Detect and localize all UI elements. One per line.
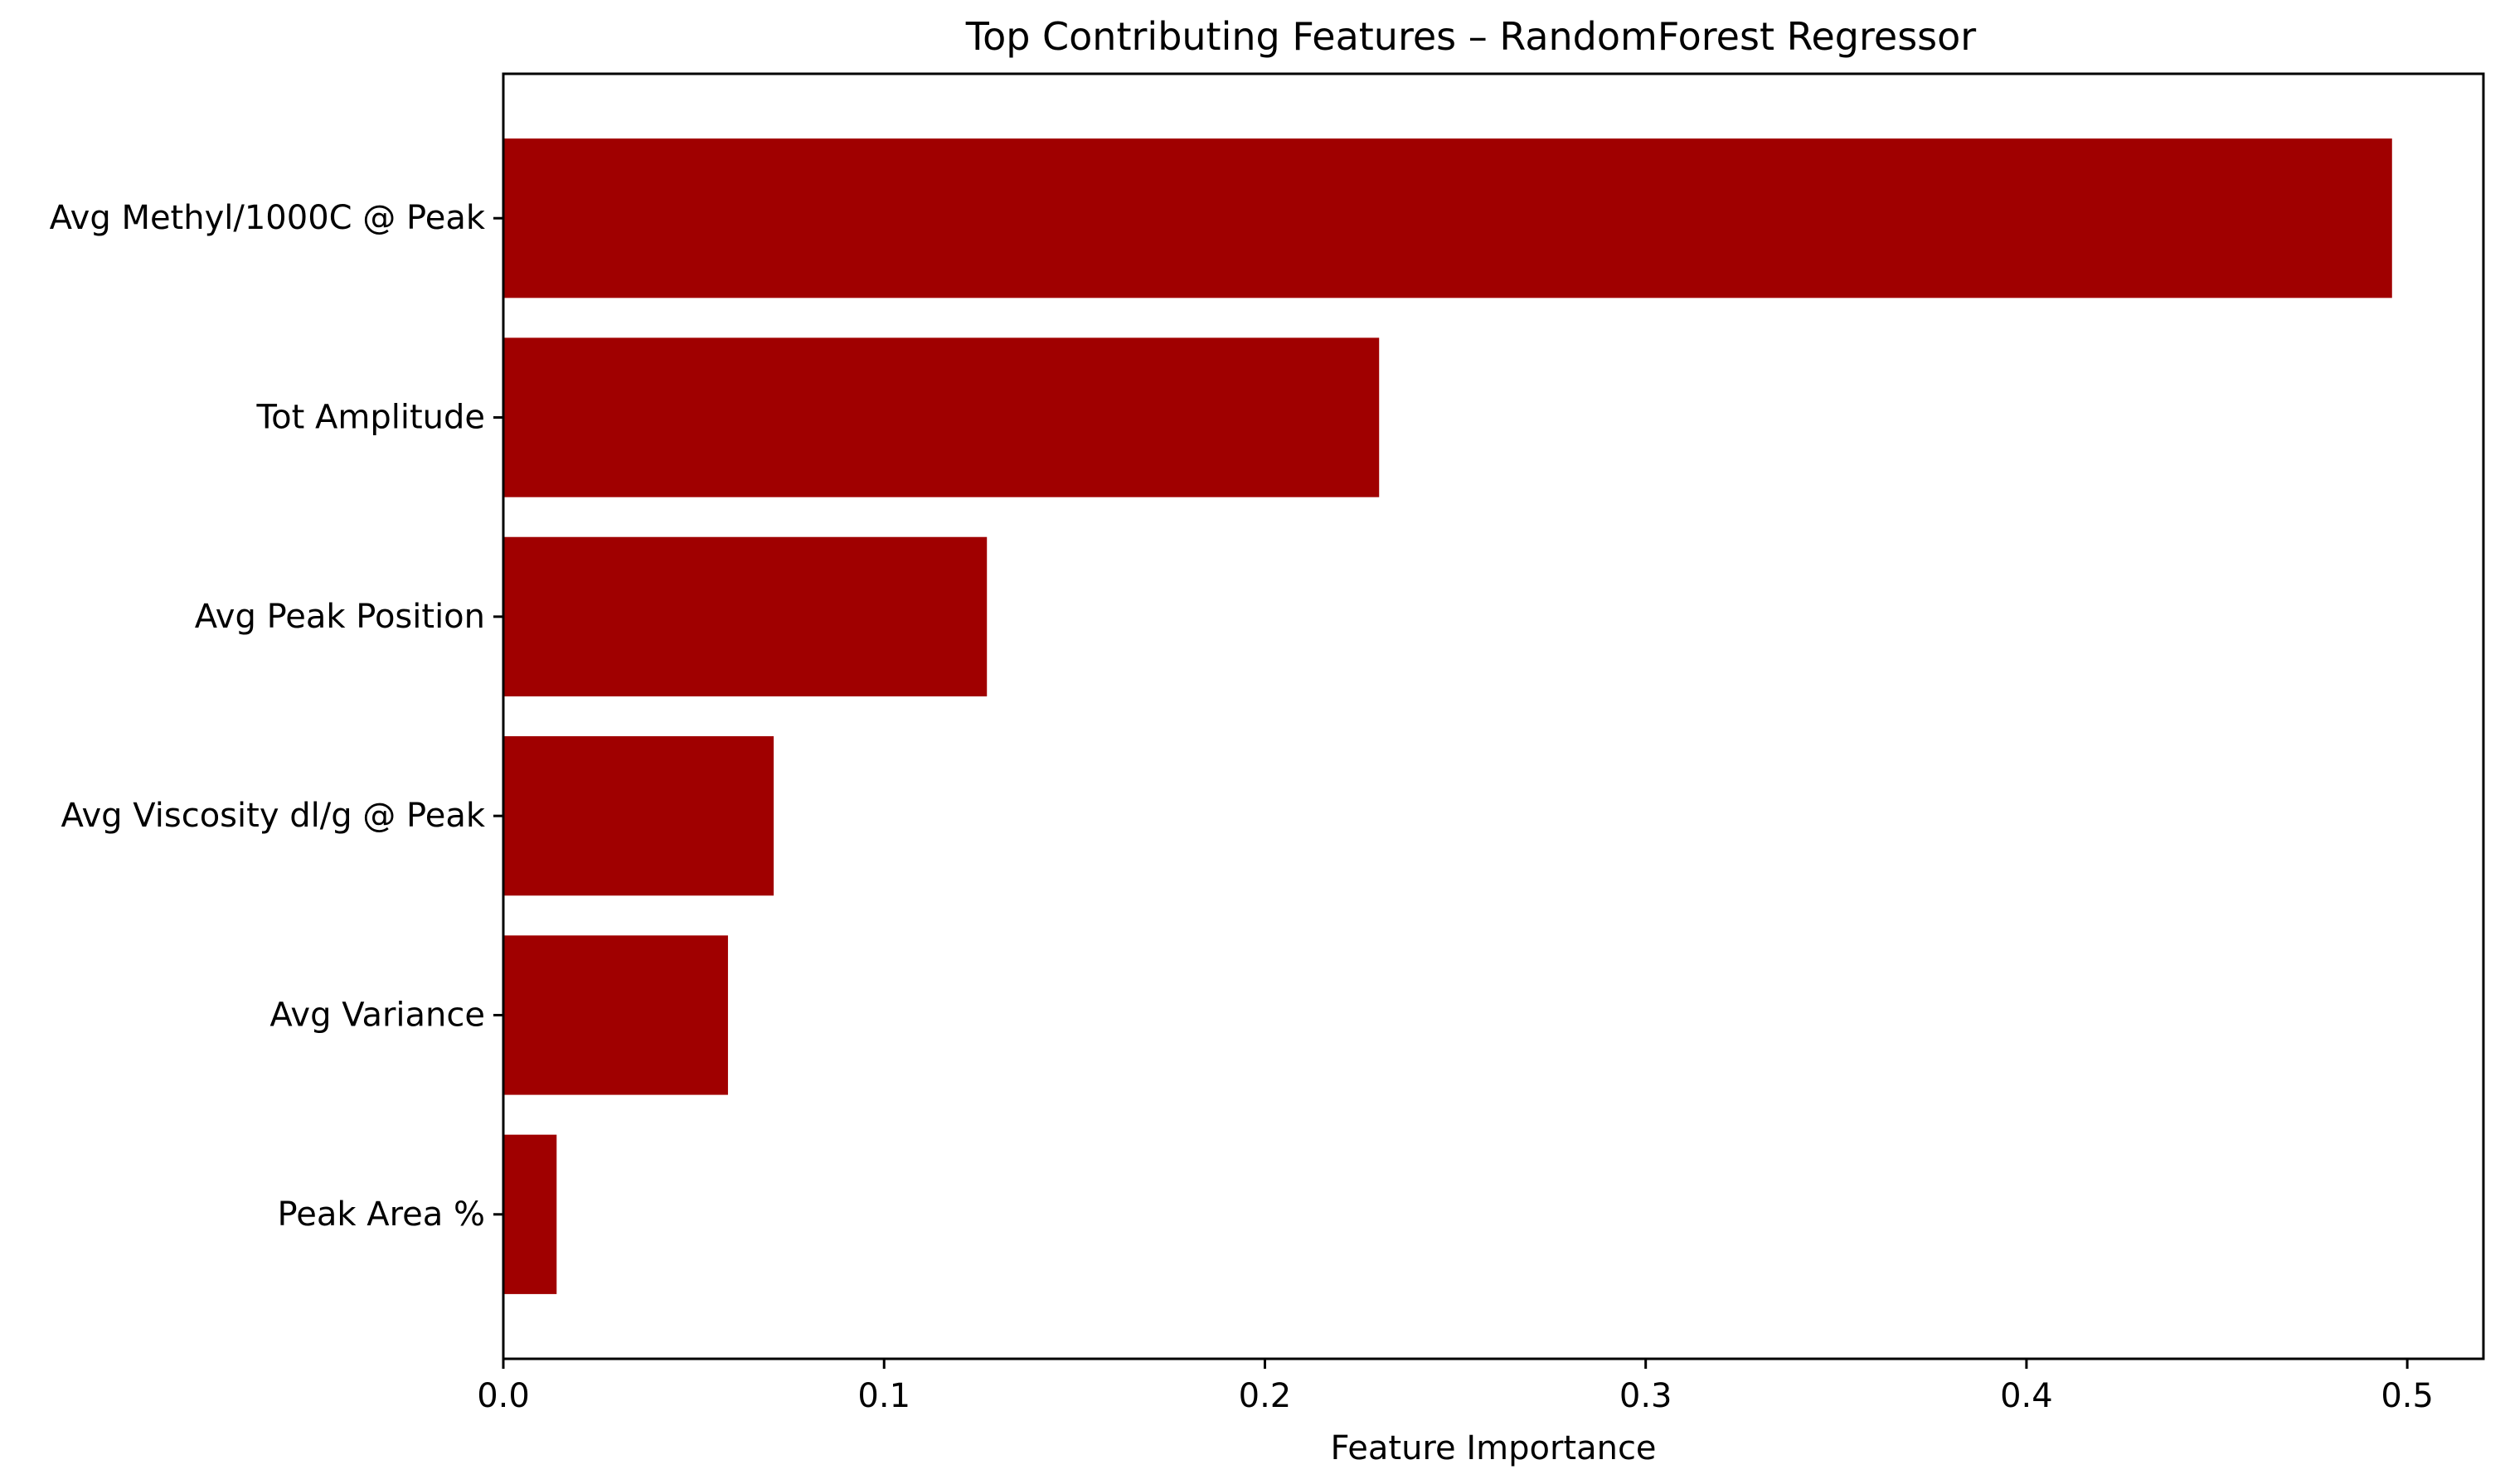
bar-4	[503, 935, 728, 1095]
bars-layer	[503, 138, 2392, 1294]
y-tick-label: Avg Variance	[269, 996, 485, 1034]
x-tick-label: 0.5	[2381, 1377, 2434, 1415]
bar-3	[503, 736, 774, 896]
x-tick-label: 0.2	[1239, 1377, 1292, 1415]
chart-title: Top Contributing Features – RandomForest…	[965, 14, 1976, 59]
y-tick-label: Avg Viscosity dl/g @ Peak	[61, 797, 485, 835]
x-tick-label: 0.3	[1619, 1377, 1672, 1415]
y-tick-label: Avg Peak Position	[195, 598, 485, 636]
x-tick-label: 0.0	[477, 1377, 530, 1415]
plot-frame	[502, 72, 2485, 1360]
bar-5	[503, 1134, 557, 1294]
y-tick-label: Tot Amplitude	[256, 399, 486, 437]
y-tick-label: Avg Methyl/1000C @ Peak	[50, 199, 486, 237]
y-tick-label: Peak Area %	[278, 1195, 485, 1234]
x-tick-label: 0.4	[2000, 1377, 2053, 1415]
y-axis: Avg Methyl/1000C @ Peak Tot Amplitude Avg …	[50, 199, 503, 1234]
x-axis: 0.0 0.1 0.2 0.3 0.4 0.5	[477, 1359, 2434, 1415]
x-tick-label: 0.1	[857, 1377, 910, 1415]
bar-1	[503, 337, 1380, 497]
x-axis-label: Feature Importance	[1330, 1429, 1656, 1467]
bar-0	[503, 138, 2392, 298]
bar-2	[503, 536, 988, 696]
